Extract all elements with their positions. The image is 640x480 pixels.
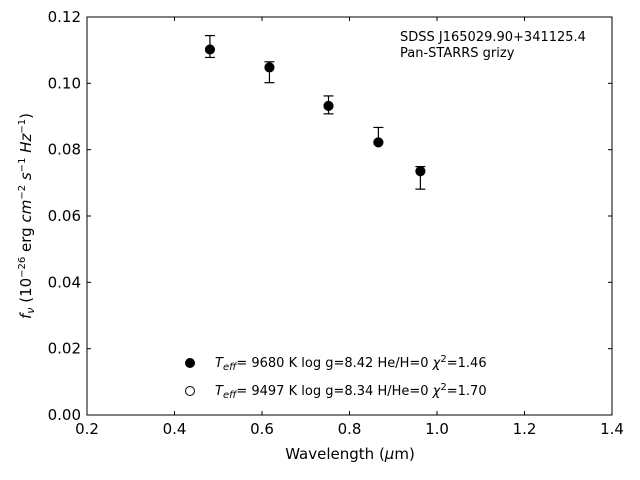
x-tick-label: 1.2 bbox=[513, 420, 537, 438]
y-tick-label: 0.10 bbox=[48, 74, 81, 92]
model-point-filled bbox=[323, 100, 334, 111]
legend-marker-open bbox=[185, 386, 195, 396]
x-tick-label: 0.4 bbox=[163, 420, 187, 438]
y-tick-label: 0.12 bbox=[48, 8, 81, 26]
model-point-filled bbox=[373, 137, 384, 148]
annotation-survey: Pan-STARRS grizy bbox=[400, 46, 515, 61]
model-point-filled bbox=[264, 62, 275, 73]
data-points bbox=[204, 34, 426, 190]
legend-entry-1: Teff= 9680 K log g=8.42 He/H=0 χ2=1.46 bbox=[215, 354, 487, 373]
x-tick-label: 1.0 bbox=[425, 420, 449, 438]
x-tick-label: 0.8 bbox=[338, 420, 362, 438]
model-point-filled bbox=[204, 44, 215, 55]
model-point-filled bbox=[415, 166, 426, 177]
y-tick-label: 0.00 bbox=[48, 406, 81, 424]
y-tick-label: 0.04 bbox=[48, 273, 81, 291]
y-axis-label: fν (10−26 erg cm−2 s−1 Hz−1) bbox=[17, 113, 37, 319]
legend-entry-2: Teff= 9497 K log g=8.34 H/He=0 χ2=1.70 bbox=[215, 382, 487, 401]
y-tick-label: 0.06 bbox=[48, 207, 81, 225]
x-tick-label: 1.4 bbox=[600, 420, 624, 438]
x-axis-label: Wavelength (μm) bbox=[285, 445, 415, 463]
y-tick-label: 0.08 bbox=[48, 141, 81, 159]
y-axis: 0.00 0.02 0.04 0.06 0.08 0.10 0.12 bbox=[48, 8, 612, 424]
legend-marker-filled bbox=[185, 358, 195, 368]
y-tick-label: 0.02 bbox=[48, 340, 81, 358]
legend: Teff= 9680 K log g=8.42 He/H=0 χ2=1.46 T… bbox=[185, 354, 487, 401]
annotation-object-name: SDSS J165029.90+341125.4 bbox=[400, 30, 586, 45]
x-tick-label: 0.2 bbox=[75, 420, 99, 438]
x-axis: 0.2 0.4 0.6 0.8 1.0 1.2 1.4 bbox=[75, 17, 624, 438]
x-tick-label: 0.6 bbox=[250, 420, 274, 438]
